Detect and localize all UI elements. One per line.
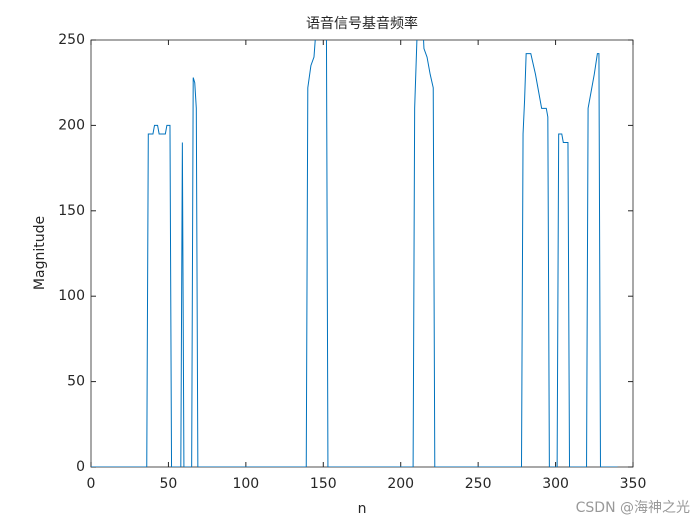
- x-tick-label: 0: [87, 476, 96, 492]
- y-tick-label: 0: [76, 459, 85, 475]
- y-tick-label: 150: [58, 203, 85, 219]
- x-axis-label: n: [358, 501, 367, 517]
- x-tick-label: 350: [620, 476, 647, 492]
- axes-box: [90, 39, 634, 468]
- x-tick-label: 50: [160, 476, 178, 492]
- y-tick-label: 200: [58, 117, 85, 133]
- x-tick-label: 250: [465, 476, 492, 492]
- data-line: [91, 40, 618, 467]
- x-tick-label: 150: [310, 476, 337, 492]
- watermark: CSDN @海神之光: [576, 500, 690, 516]
- y-axis-label: Magnitude: [32, 216, 48, 290]
- x-tick-label: 100: [232, 476, 259, 492]
- chart-title: 语音信号基音频率: [306, 15, 418, 32]
- x-tick-label: 300: [542, 476, 569, 492]
- x-tick-label: 200: [387, 476, 414, 492]
- y-tick-label: 50: [67, 374, 85, 390]
- y-tick-label: 250: [58, 32, 85, 48]
- y-tick-label: 100: [58, 288, 85, 304]
